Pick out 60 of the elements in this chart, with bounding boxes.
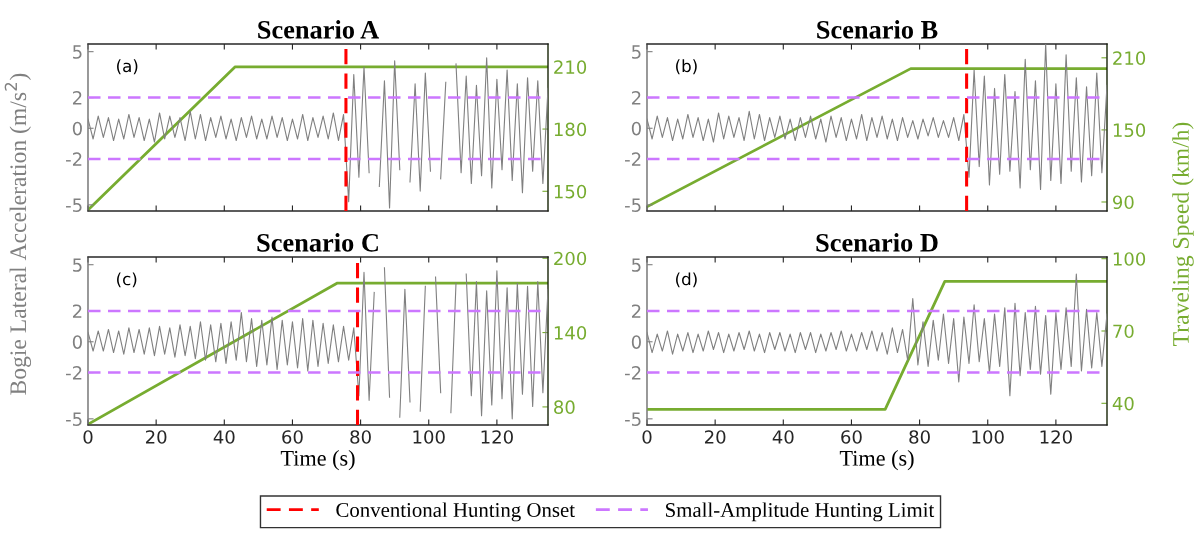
x-axis-title: Time (s) xyxy=(280,450,355,471)
y-tick-label: -2 xyxy=(66,366,82,380)
x-tick-label: 40 xyxy=(213,430,235,444)
y2-tick-label: 200 xyxy=(554,251,587,266)
annotation: (a) xyxy=(117,59,138,75)
annotation: (b) xyxy=(676,59,697,75)
y-tick-label: 0 xyxy=(631,335,641,349)
annotation: (d) xyxy=(676,272,697,288)
y2-tick-label: 210 xyxy=(554,60,587,74)
y2-tick-label: 70 xyxy=(1113,324,1134,339)
x-tick-label: 40 xyxy=(772,430,794,444)
x-tick-label: 120 xyxy=(1040,430,1072,444)
chart-title: Scenario A xyxy=(258,20,380,39)
y2-tick-label: 140 xyxy=(554,326,587,340)
chart-title: Scenario B xyxy=(817,20,938,39)
y-tick-label: 5 xyxy=(632,45,641,59)
y-tick-label: 2 xyxy=(631,91,641,105)
y-tick-label: -2 xyxy=(625,152,641,166)
x-tick-label: 20 xyxy=(145,430,167,444)
y-tick-label: 5 xyxy=(73,258,82,272)
y2-tick-label: 180 xyxy=(554,122,587,137)
legend-label: Conventional Hunting Onset xyxy=(336,502,575,522)
legend-label: Small-Amplitude Hunting Limit xyxy=(666,502,935,522)
y-tick-label: -5 xyxy=(66,412,82,426)
y-tick-label: -5 xyxy=(66,198,82,212)
y2-tick-label: 210 xyxy=(1113,51,1146,65)
y2-tick-label: 150 xyxy=(1113,123,1146,138)
x-tick-label: 80 xyxy=(909,430,930,444)
y-tick-label: -2 xyxy=(625,366,641,380)
x-tick-label: 100 xyxy=(972,430,1004,444)
y2-tick-label: 80 xyxy=(554,400,575,415)
y-tick-label: 0 xyxy=(631,121,641,136)
chart-title: Scenario D xyxy=(816,233,938,252)
y-tick-label: 2 xyxy=(631,304,641,318)
y-tick-label: 2 xyxy=(72,304,82,318)
x-tick-label: 0 xyxy=(83,430,93,444)
y-tick-label: 0 xyxy=(72,335,82,349)
x-tick-label: 80 xyxy=(350,430,371,444)
x-tick-label: 20 xyxy=(704,430,726,444)
y-tick-label: -5 xyxy=(625,198,641,212)
y-tick-label: -5 xyxy=(625,412,641,426)
x-tick-label: 60 xyxy=(841,430,862,444)
y2-tick-label: 40 xyxy=(1112,396,1134,411)
chart-title: Scenario C xyxy=(257,233,378,252)
x-tick-label: 120 xyxy=(481,430,513,444)
x-tick-label: 0 xyxy=(642,430,652,444)
x-axis-title: Time (s) xyxy=(839,450,914,471)
y-axis-title: Bogie Lateral Acceleration (m/s$^{2}$) xyxy=(4,73,32,395)
y2-tick-label: 100 xyxy=(1113,252,1146,266)
y-tick-label: 0 xyxy=(72,121,82,136)
x-tick-label: 60 xyxy=(282,430,303,444)
x-tick-label: 100 xyxy=(413,430,445,444)
y2-tick-label: 90 xyxy=(1113,195,1134,210)
y-tick-label: 5 xyxy=(73,45,82,59)
y2-tick-label: 150 xyxy=(554,184,587,199)
y2-axis-title: Traveling Speed (km/h) xyxy=(1172,122,1194,346)
y-tick-label: 2 xyxy=(72,91,82,105)
y-tick-label: 5 xyxy=(632,258,641,272)
y-tick-label: -2 xyxy=(66,152,82,166)
annotation: (c) xyxy=(117,272,137,288)
